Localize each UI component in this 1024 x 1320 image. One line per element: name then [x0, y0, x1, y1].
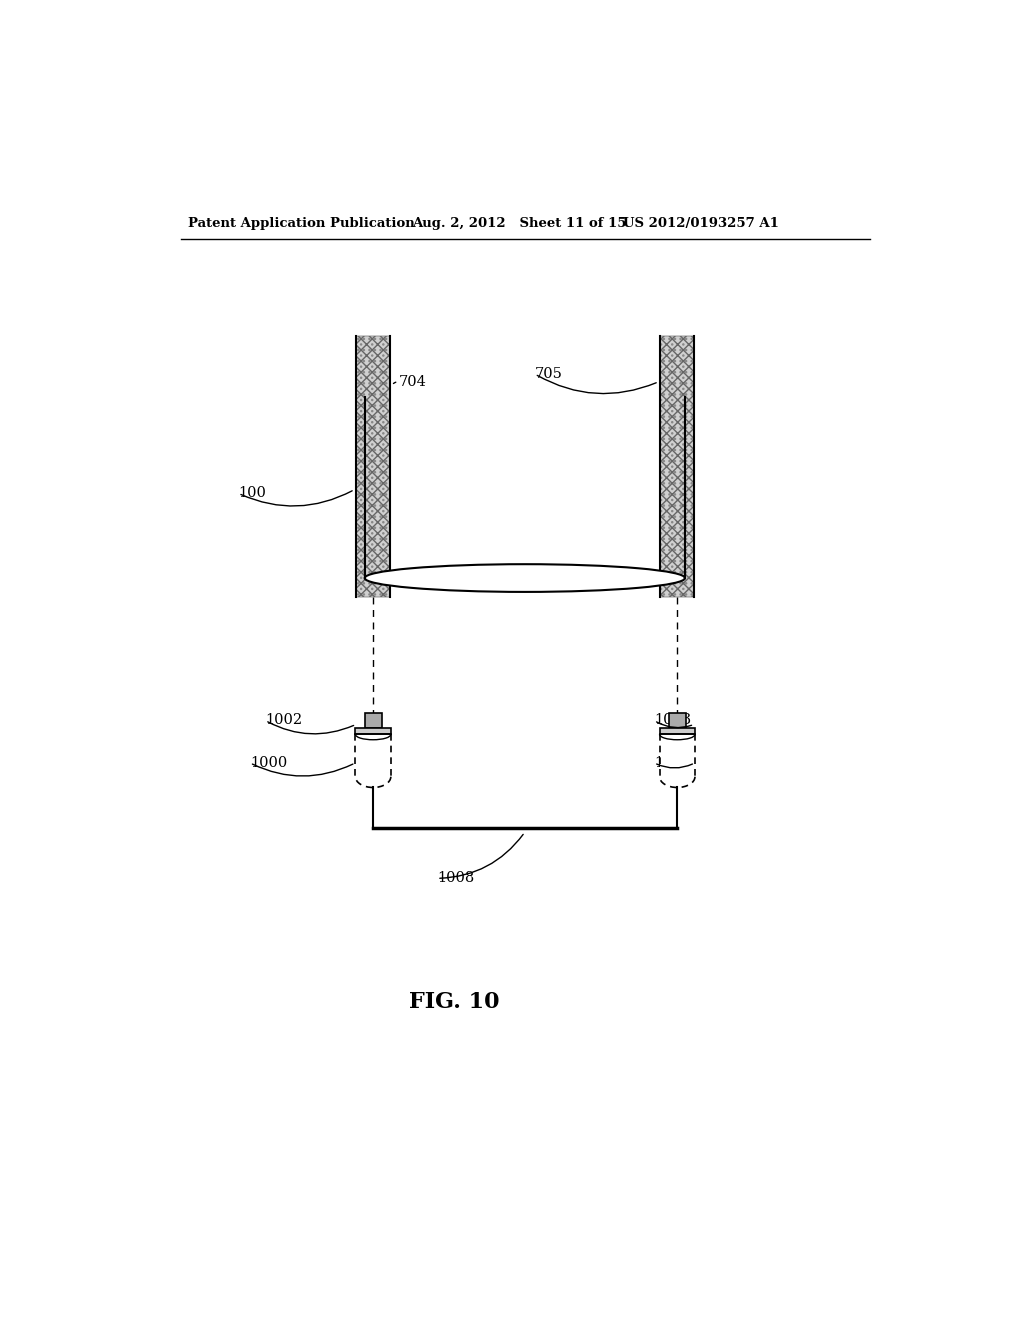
Text: 1003: 1003 — [654, 714, 691, 727]
Text: 1000: 1000 — [250, 756, 287, 770]
Bar — [356, 335, 390, 597]
Ellipse shape — [365, 564, 685, 591]
Text: 705: 705 — [535, 367, 562, 381]
Text: Aug. 2, 2012   Sheet 11 of 15: Aug. 2, 2012 Sheet 11 of 15 — [412, 218, 626, 231]
Text: 100: 100 — [239, 486, 266, 500]
Text: 1008: 1008 — [437, 871, 474, 886]
Bar — [660, 335, 694, 597]
Bar — [355, 734, 391, 776]
Text: Patent Application Publication: Patent Application Publication — [188, 218, 415, 231]
Bar — [659, 729, 695, 734]
Bar — [660, 335, 694, 597]
Text: 704: 704 — [398, 375, 426, 388]
Bar — [659, 734, 695, 776]
Text: 1002: 1002 — [265, 714, 302, 727]
Bar — [660, 335, 694, 597]
Text: FIG. 10: FIG. 10 — [409, 990, 500, 1012]
Text: 1001: 1001 — [654, 756, 691, 770]
Bar — [669, 713, 686, 729]
Bar — [355, 729, 391, 734]
Bar — [356, 335, 390, 597]
Bar — [365, 713, 382, 729]
Bar — [356, 335, 390, 597]
Text: US 2012/0193257 A1: US 2012/0193257 A1 — [624, 218, 779, 231]
